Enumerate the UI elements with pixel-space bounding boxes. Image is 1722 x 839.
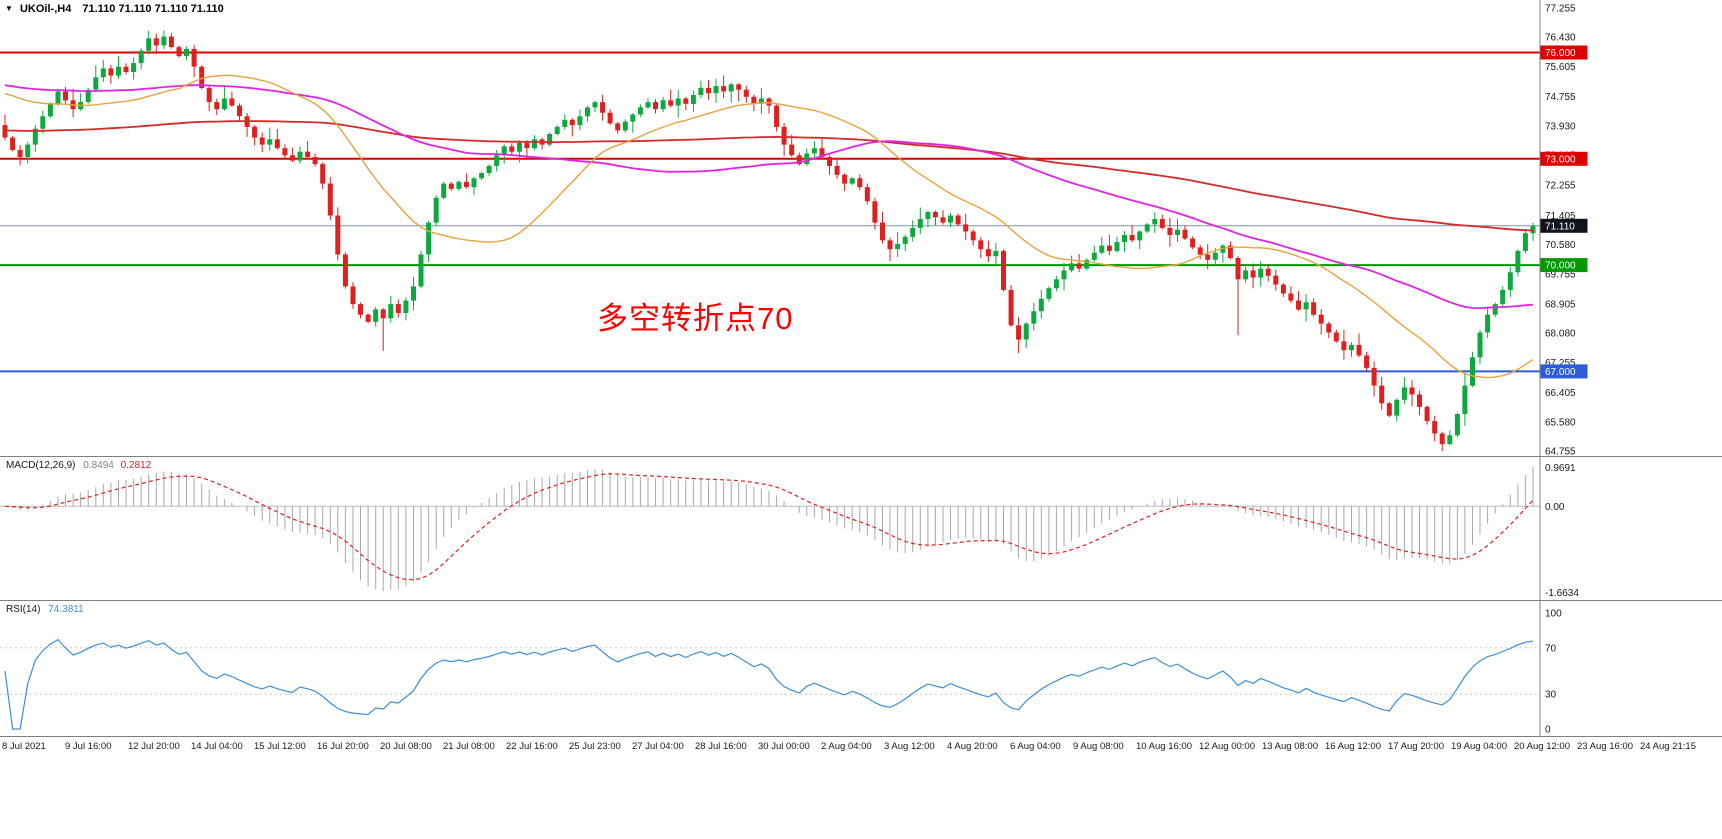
panel-separator[interactable] — [0, 456, 1722, 457]
ohlc-values: 71.110 71.110 71.110 71.110 — [82, 3, 224, 15]
svg-text:100: 100 — [1545, 609, 1562, 620]
rsi-value: 74.3811 — [48, 604, 84, 615]
time-axis-label: 20 Jul 08:00 — [380, 741, 432, 752]
svg-text:64.755: 64.755 — [1545, 447, 1576, 457]
time-axis-label: 22 Jul 16:00 — [506, 741, 558, 752]
time-axis-label: 19 Aug 04:00 — [1451, 741, 1507, 752]
candlestick-chart[interactable]: 77.25576.43075.60574.75573.93073.10572.2… — [0, 0, 1722, 456]
time-axis-label: 2 Aug 04:00 — [821, 741, 872, 752]
svg-text:74.755: 74.755 — [1545, 92, 1576, 103]
time-axis-label: 14 Jul 04:00 — [191, 741, 243, 752]
time-axis-label: 12 Aug 00:00 — [1199, 741, 1255, 752]
symbol-period-label: UKOil-,H4 — [19, 3, 72, 15]
svg-text:72.255: 72.255 — [1545, 181, 1576, 192]
svg-text:71.110: 71.110 — [1545, 221, 1575, 232]
time-axis-label: 21 Jul 08:00 — [443, 741, 495, 752]
svg-text:76.000: 76.000 — [1545, 48, 1576, 59]
svg-text:-1.6634: -1.6634 — [1545, 588, 1579, 599]
svg-text:30: 30 — [1545, 690, 1557, 701]
time-axis[interactable]: 8 Jul 2021 9 Jul 16:00 12 Jul 20:00 14 Jul … — [0, 737, 1722, 763]
time-axis-label: 15 Jul 12:00 — [254, 741, 306, 752]
time-axis-label: 9 Aug 08:00 — [1073, 741, 1124, 752]
time-axis-label: 8 Jul 2021 — [2, 741, 46, 752]
chart-text-annotation[interactable]: 多空转折点70 — [597, 301, 794, 336]
time-axis-label: 23 Aug 16:00 — [1577, 741, 1633, 752]
time-axis-label: 28 Jul 16:00 — [695, 741, 747, 752]
time-axis-label: 20 Aug 12:00 — [1514, 741, 1570, 752]
svg-text:0.00: 0.00 — [1545, 502, 1565, 513]
time-axis-label: 27 Jul 04:00 — [632, 741, 684, 752]
time-axis-label: 17 Aug 20:00 — [1388, 741, 1444, 752]
svg-text:68.905: 68.905 — [1545, 299, 1576, 310]
svg-text:73.930: 73.930 — [1545, 121, 1576, 132]
time-axis-label: 13 Aug 08:00 — [1262, 741, 1318, 752]
macd-main-value: 0.8494 — [83, 460, 114, 471]
chart-header: ▼ UKOil-,H4 71.110 71.110 71.110 71.110 — [5, 3, 224, 15]
macd-indicator-name: MACD(12,26,9) — [6, 460, 76, 471]
time-axis-label: 16 Aug 12:00 — [1325, 741, 1381, 752]
svg-text:66.405: 66.405 — [1545, 388, 1576, 399]
svg-text:67.255: 67.255 — [1545, 358, 1576, 369]
time-axis-label: 10 Aug 16:00 — [1136, 741, 1192, 752]
time-axis-label: 12 Jul 20:00 — [128, 741, 180, 752]
time-axis-label: 6 Aug 04:00 — [1010, 741, 1061, 752]
svg-text:70: 70 — [1545, 643, 1557, 654]
svg-text:73.000: 73.000 — [1545, 154, 1576, 165]
svg-text:67.000: 67.000 — [1545, 367, 1576, 378]
rsi-panel[interactable]: 100 70 30 0 — [0, 601, 1722, 736]
time-axis-label: 4 Aug 20:00 — [947, 741, 998, 752]
svg-text:71.405: 71.405 — [1545, 211, 1576, 222]
rsi-label-row: RSI(14) 74.3811 — [6, 604, 84, 615]
svg-text:0.9691: 0.9691 — [1545, 463, 1576, 474]
chart-dropdown-icon[interactable]: ▼ — [5, 4, 13, 13]
svg-text:65.580: 65.580 — [1545, 417, 1576, 428]
svg-text:69.755: 69.755 — [1545, 269, 1576, 280]
svg-text:70.000: 70.000 — [1545, 261, 1576, 272]
rsi-indicator-name: RSI(14) — [6, 604, 41, 615]
svg-text:77.255: 77.255 — [1545, 4, 1576, 15]
panel-separator[interactable] — [0, 600, 1722, 601]
svg-text:75.605: 75.605 — [1545, 62, 1576, 73]
svg-text:70.580: 70.580 — [1545, 240, 1576, 251]
time-axis-label: 25 Jul 23:00 — [569, 741, 621, 752]
svg-text:76.430: 76.430 — [1545, 33, 1576, 44]
svg-text:68.080: 68.080 — [1545, 329, 1576, 340]
time-axis-label: 30 Jul 00:00 — [758, 741, 810, 752]
macd-panel[interactable]: 0.9691 0.00 -1.6634 — [0, 457, 1722, 600]
macd-label-row: MACD(12,26,9) 0.8494 0.2812 — [6, 460, 151, 471]
macd-signal-value: 0.2812 — [120, 460, 152, 471]
time-axis-label: 16 Jul 20:00 — [317, 741, 369, 752]
panel-separator[interactable] — [0, 736, 1722, 737]
svg-text:0: 0 — [1545, 725, 1551, 736]
time-axis-label: 24 Aug 21:15 — [1640, 741, 1696, 752]
time-axis-label: 9 Jul 16:00 — [65, 741, 112, 752]
time-axis-label: 3 Aug 12:00 — [884, 741, 935, 752]
